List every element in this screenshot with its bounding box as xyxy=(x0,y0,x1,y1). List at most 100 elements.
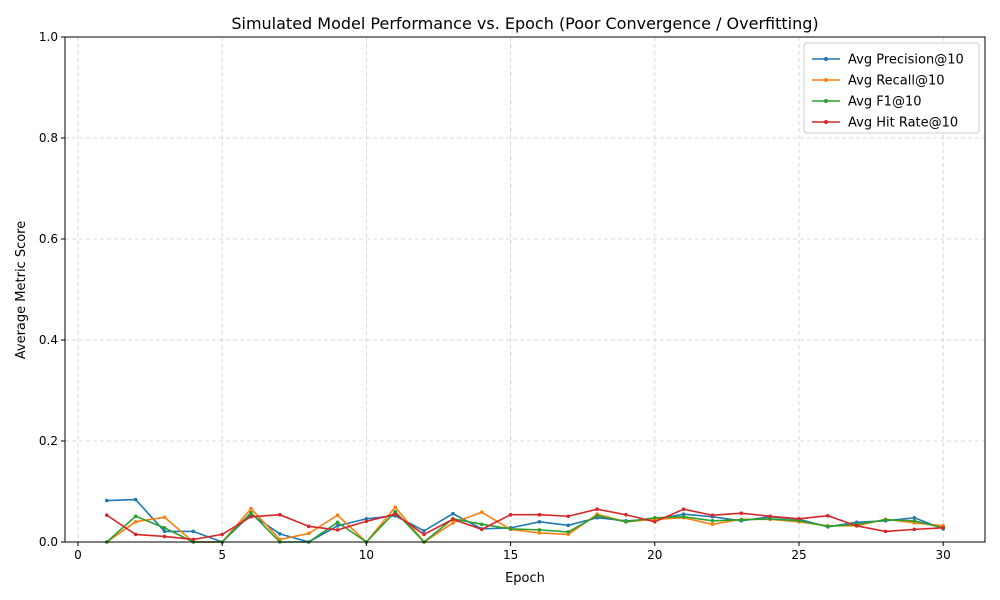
data-point xyxy=(479,527,484,532)
data-point xyxy=(912,527,917,532)
data-point xyxy=(133,497,138,502)
y-tick-label: 1.0 xyxy=(39,30,58,44)
x-axis-label: Epoch xyxy=(505,571,545,586)
y-tick-label: 0.0 xyxy=(39,535,58,549)
data-point xyxy=(220,532,224,537)
data-point xyxy=(479,510,484,515)
legend-entry: Avg Recall@10 xyxy=(812,74,945,89)
data-point xyxy=(191,537,196,542)
data-point xyxy=(566,532,571,537)
y-tick-label: 0.2 xyxy=(39,434,58,448)
data-point xyxy=(595,513,599,518)
data-point xyxy=(451,521,455,525)
data-point xyxy=(883,517,888,522)
series-layer xyxy=(105,497,945,544)
data-point xyxy=(306,531,311,536)
data-point xyxy=(652,515,657,520)
data-point xyxy=(912,518,917,523)
series-avg-f1-10 xyxy=(105,509,945,544)
chart-title: Simulated Model Performance vs. Epoch (P… xyxy=(231,14,818,33)
data-point xyxy=(566,514,571,519)
data-point xyxy=(278,512,282,517)
x-tick-label: 0 xyxy=(74,548,82,562)
series-line xyxy=(106,510,944,544)
data-point xyxy=(768,514,772,519)
data-point xyxy=(537,528,542,532)
legend-marker xyxy=(824,120,828,124)
data-point xyxy=(162,515,167,520)
data-point xyxy=(681,514,686,519)
data-point xyxy=(451,517,455,522)
y-tick-label: 0.4 xyxy=(39,333,58,347)
data-point xyxy=(826,513,830,518)
data-point xyxy=(133,532,138,537)
data-point xyxy=(797,516,801,521)
x-tick-label: 30 xyxy=(936,548,951,562)
legend-box xyxy=(803,42,980,134)
data-point xyxy=(739,517,744,522)
data-point xyxy=(451,511,455,516)
data-point xyxy=(162,526,167,530)
data-point xyxy=(566,523,571,528)
data-point xyxy=(133,514,138,519)
data-point xyxy=(566,530,571,534)
data-point xyxy=(249,506,253,511)
data-point xyxy=(941,526,945,530)
data-point xyxy=(710,513,715,518)
data-point xyxy=(364,516,369,521)
data-point xyxy=(710,518,715,523)
data-point xyxy=(422,532,426,537)
data-point xyxy=(681,507,686,511)
data-point xyxy=(249,514,253,519)
data-point xyxy=(249,510,253,515)
data-point xyxy=(508,527,513,531)
legend-marker xyxy=(824,78,828,82)
data-point xyxy=(624,520,628,524)
x-tick-label: 25 xyxy=(791,548,806,562)
data-point xyxy=(162,529,167,534)
data-point xyxy=(883,529,888,534)
data-point xyxy=(422,529,426,533)
series-avg-hit-rate-10 xyxy=(105,507,945,542)
data-point xyxy=(595,507,599,511)
legend-label: Avg Hit Rate@10 xyxy=(848,116,958,131)
data-point xyxy=(335,520,340,525)
data-point xyxy=(133,520,138,524)
data-point xyxy=(912,515,917,520)
plot-frame xyxy=(64,36,986,543)
x-tick-label: 10 xyxy=(359,548,374,562)
data-point xyxy=(854,524,859,528)
legend-marker xyxy=(824,57,828,61)
data-point xyxy=(537,520,542,524)
legend-label: Avg F1@10 xyxy=(848,95,922,110)
legend-entry: Avg Hit Rate@10 xyxy=(812,116,958,131)
x-tick-label: 5 xyxy=(218,548,226,562)
data-point xyxy=(335,513,340,518)
data-point xyxy=(681,512,686,517)
data-point xyxy=(393,512,398,517)
data-point xyxy=(191,529,196,534)
data-point xyxy=(393,509,398,514)
data-point xyxy=(105,498,109,503)
y-tick-label: 0.6 xyxy=(39,232,58,246)
legend-label: Avg Recall@10 xyxy=(848,74,945,89)
data-point xyxy=(508,512,513,517)
y-tick-label: 0.8 xyxy=(39,131,58,145)
y-axis-label: Average Metric Score xyxy=(14,221,29,359)
data-point xyxy=(826,524,830,529)
data-point xyxy=(306,524,311,529)
legend-marker xyxy=(824,99,828,103)
axis-ticks: 0 5 10 15 20 25 30 0.0 0.2 0.4 0.6 0.8 1.0 xyxy=(39,30,951,562)
data-point xyxy=(335,524,340,528)
x-tick-label: 15 xyxy=(503,548,518,562)
legend-entry: Avg Precision@10 xyxy=(812,53,964,68)
legend: Avg Precision@10 Avg Recall@10 Avg F1@10 Av… xyxy=(803,42,980,134)
legend-label: Avg Precision@10 xyxy=(848,53,964,68)
data-point xyxy=(739,511,744,516)
x-tick-label: 20 xyxy=(647,548,662,562)
data-point xyxy=(537,531,542,535)
data-point xyxy=(624,512,628,517)
legend-entry: Avg F1@10 xyxy=(812,95,922,110)
data-point xyxy=(105,513,109,518)
